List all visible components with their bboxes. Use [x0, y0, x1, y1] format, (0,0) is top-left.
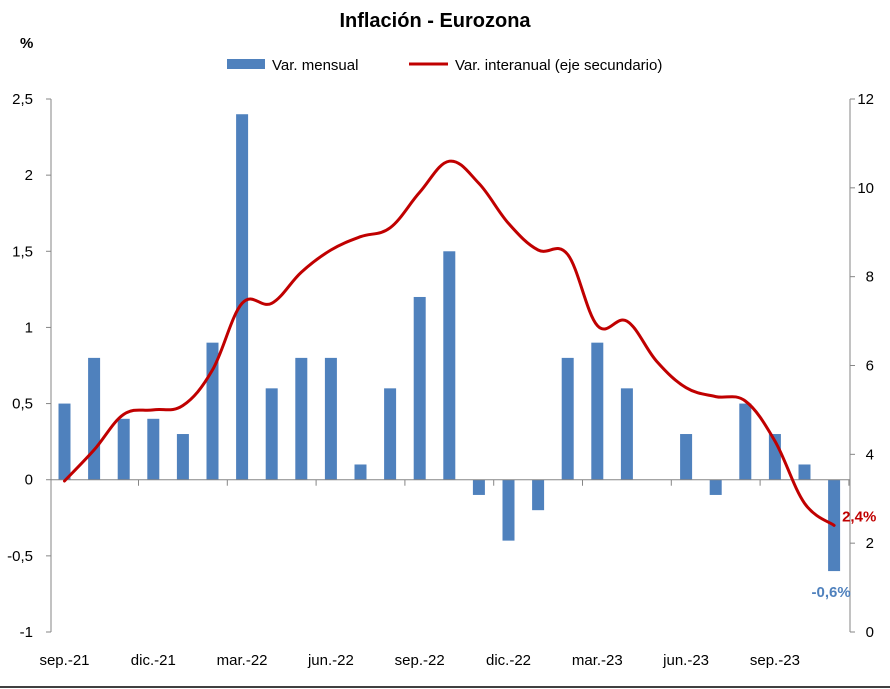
x-tick-label: sep.-22: [395, 652, 445, 669]
bar: [265, 388, 278, 480]
bar: [384, 388, 397, 480]
bar: [413, 296, 426, 480]
x-tick-label: mar.-23: [572, 652, 623, 669]
bar: [739, 403, 752, 480]
bar: [176, 434, 189, 480]
line-interanual: [63, 159, 836, 527]
y2-tick-label: 6: [866, 358, 874, 375]
y2-tick-label: 0: [866, 624, 874, 641]
bar: [591, 342, 604, 480]
y-tick-label: -1: [20, 624, 33, 641]
bar: [798, 464, 811, 480]
bar: [561, 357, 574, 480]
bar: [236, 114, 249, 480]
line-series: [63, 159, 836, 527]
bar: [680, 434, 693, 480]
bar-series: [58, 114, 841, 572]
y-tick-label: -0,5: [7, 548, 33, 565]
bar: [117, 418, 130, 480]
y2-tick-label: 12: [857, 91, 874, 108]
x-axis-labels: sep.-21 dic.-21 mar.-22 jun.-22 sep.-22 dic.-…: [39, 652, 799, 669]
bar: [58, 403, 71, 480]
legend-label-line: Var. interanual (eje secundario): [455, 57, 662, 74]
y-tick-label: 2,5: [12, 91, 33, 108]
bar: [502, 479, 515, 541]
bar: [147, 418, 160, 480]
x-tick-label: jun.-23: [662, 652, 709, 669]
bar: [472, 479, 485, 495]
y-tick-label: 1,5: [12, 243, 33, 260]
y-axis-labels: -1 -0,5 0 0,5 1 1,5 2 2,5: [7, 91, 33, 641]
y2-tick-label: 4: [866, 446, 874, 463]
bar: [443, 251, 456, 480]
x-tick-label: sep.-21: [39, 652, 89, 669]
x-tick-label: dic.-22: [486, 652, 531, 669]
y-tick-label: 1: [25, 319, 33, 336]
legend-label-bars: Var. mensual: [272, 57, 358, 74]
bar: [324, 357, 337, 480]
y-tick-label: 2: [25, 167, 33, 184]
annotations: 2,4% -0,6%: [812, 508, 877, 601]
axes: [0, 98, 890, 688]
legend: Var. mensual Var. interanual (eje secund…: [227, 57, 662, 74]
chart-title: Inflación - Eurozona: [339, 10, 531, 32]
x-tick-label: dic.-21: [131, 652, 176, 669]
annotation-line-last: 2,4%: [842, 508, 876, 525]
bar: [709, 479, 722, 495]
y-tick-label: 0: [25, 472, 33, 489]
y2-tick-label: 10: [857, 180, 874, 197]
bar: [532, 479, 545, 511]
bar: [295, 357, 308, 480]
bar: [620, 388, 633, 480]
legend-swatch-bars: [227, 59, 265, 69]
y2-tick-label: 8: [866, 269, 874, 286]
annotation-bar-last: -0,6%: [812, 584, 851, 601]
y2-tick-label: 2: [866, 535, 874, 552]
x-tick-label: sep.-23: [750, 652, 800, 669]
y-axis-unit: %: [20, 35, 33, 52]
y2-axis-labels: 0 2 4 6 8 10 12: [857, 91, 874, 641]
x-tick-label: jun.-22: [307, 652, 354, 669]
y-tick-label: 0,5: [12, 396, 33, 413]
bar: [88, 357, 101, 480]
x-tick-label: mar.-22: [217, 652, 268, 669]
bar: [354, 464, 367, 480]
